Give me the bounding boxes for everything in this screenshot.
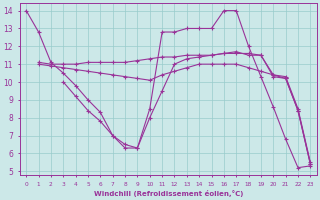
X-axis label: Windchill (Refroidissement éolien,°C): Windchill (Refroidissement éolien,°C) (93, 190, 243, 197)
